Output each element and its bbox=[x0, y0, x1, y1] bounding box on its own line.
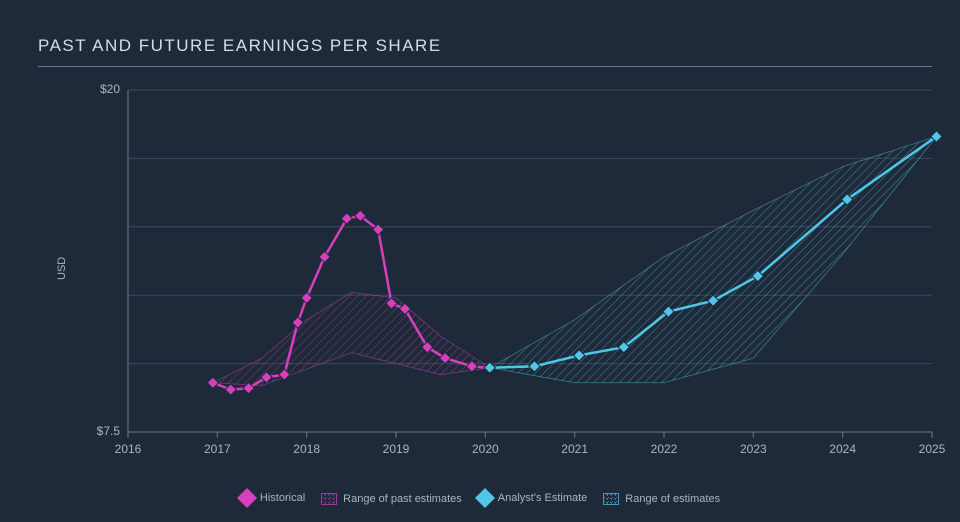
data-marker bbox=[301, 292, 312, 303]
legend-item: Range of past estimates bbox=[321, 493, 462, 505]
y-axis-label: USD bbox=[56, 257, 68, 280]
data-marker bbox=[319, 251, 330, 262]
data-marker bbox=[207, 377, 218, 388]
x-tick-label: 2017 bbox=[192, 442, 242, 456]
data-marker bbox=[341, 213, 352, 224]
legend-label: Range of estimates bbox=[625, 493, 720, 505]
legend-hatch-icon bbox=[321, 493, 337, 505]
chart-container: PAST AND FUTURE EARNINGS PER SHARE $7.5$… bbox=[0, 0, 960, 522]
range-area bbox=[490, 137, 937, 383]
y-tick-label: $20 bbox=[70, 82, 120, 96]
x-tick-label: 2016 bbox=[103, 442, 153, 456]
legend-item: Range of estimates bbox=[603, 493, 720, 505]
data-marker bbox=[225, 384, 236, 395]
x-tick-label: 2024 bbox=[818, 442, 868, 456]
chart-legend: Historical Range of past estimates Analyst… bbox=[0, 491, 960, 508]
legend-marker-icon bbox=[237, 488, 257, 508]
x-tick-label: 2025 bbox=[907, 442, 957, 456]
x-tick-label: 2022 bbox=[639, 442, 689, 456]
legend-item: Analyst's Estimate bbox=[478, 491, 588, 505]
x-tick-label: 2021 bbox=[550, 442, 600, 456]
range-area bbox=[213, 292, 490, 385]
legend-label: Range of past estimates bbox=[343, 493, 462, 505]
legend-label: Analyst's Estimate bbox=[498, 492, 588, 504]
legend-marker-icon bbox=[475, 488, 495, 508]
x-tick-label: 2019 bbox=[371, 442, 421, 456]
x-tick-label: 2023 bbox=[728, 442, 778, 456]
x-tick-label: 2018 bbox=[282, 442, 332, 456]
legend-label: Historical bbox=[260, 492, 305, 504]
x-tick-label: 2020 bbox=[460, 442, 510, 456]
legend-item: Historical bbox=[240, 491, 305, 505]
legend-hatch-icon bbox=[603, 493, 619, 505]
y-tick-label: $7.5 bbox=[70, 424, 120, 438]
